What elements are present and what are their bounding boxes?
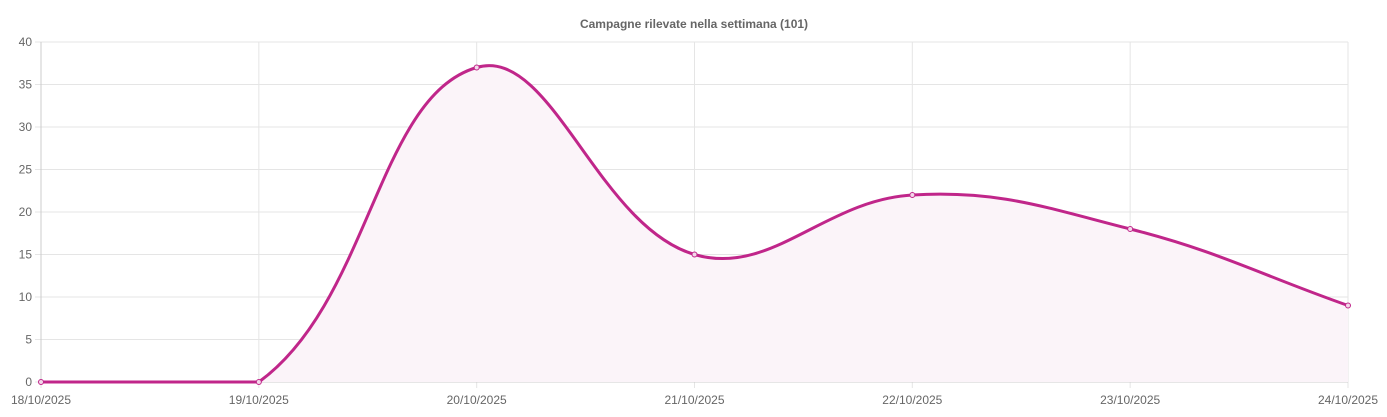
x-tick-label: 22/10/2025: [882, 393, 942, 407]
y-tick-label: 25: [19, 163, 33, 177]
data-point: [38, 379, 44, 385]
data-point: [473, 64, 480, 71]
y-tick-label: 35: [19, 78, 33, 92]
y-axis: 0 5 10 15 20 25 30 35 40: [19, 35, 33, 389]
data-point: [1127, 226, 1134, 232]
y-tick-label: 40: [19, 35, 33, 49]
y-tick-label: 15: [19, 248, 33, 262]
x-tick-label: 24/10/2025: [1318, 393, 1378, 407]
x-tick-label: 23/10/2025: [1100, 393, 1160, 407]
x-axis: 18/10/2025 19/10/2025 20/10/2025 21/10/2025…: [11, 393, 1378, 407]
y-tick-label: 0: [25, 375, 32, 389]
data-point: [255, 379, 262, 385]
x-tick-label: 18/10/2025: [11, 393, 71, 407]
x-tick-label: 21/10/2025: [664, 393, 724, 407]
y-tick-label: 10: [19, 290, 33, 304]
y-tick-label: 20: [19, 205, 33, 219]
chart-title: Campagne rilevate nella settimana (101): [580, 17, 808, 31]
series: [38, 64, 1351, 385]
x-tick-label: 20/10/2025: [447, 393, 507, 407]
series-line: [41, 64, 1349, 384]
data-point: [909, 192, 916, 198]
series-area: [41, 65, 1348, 382]
y-tick-label: 5: [25, 333, 32, 347]
data-point: [1345, 302, 1351, 309]
x-tick-label: 19/10/2025: [229, 393, 289, 407]
y-tick-label: 30: [19, 120, 33, 134]
data-point: [691, 251, 698, 258]
